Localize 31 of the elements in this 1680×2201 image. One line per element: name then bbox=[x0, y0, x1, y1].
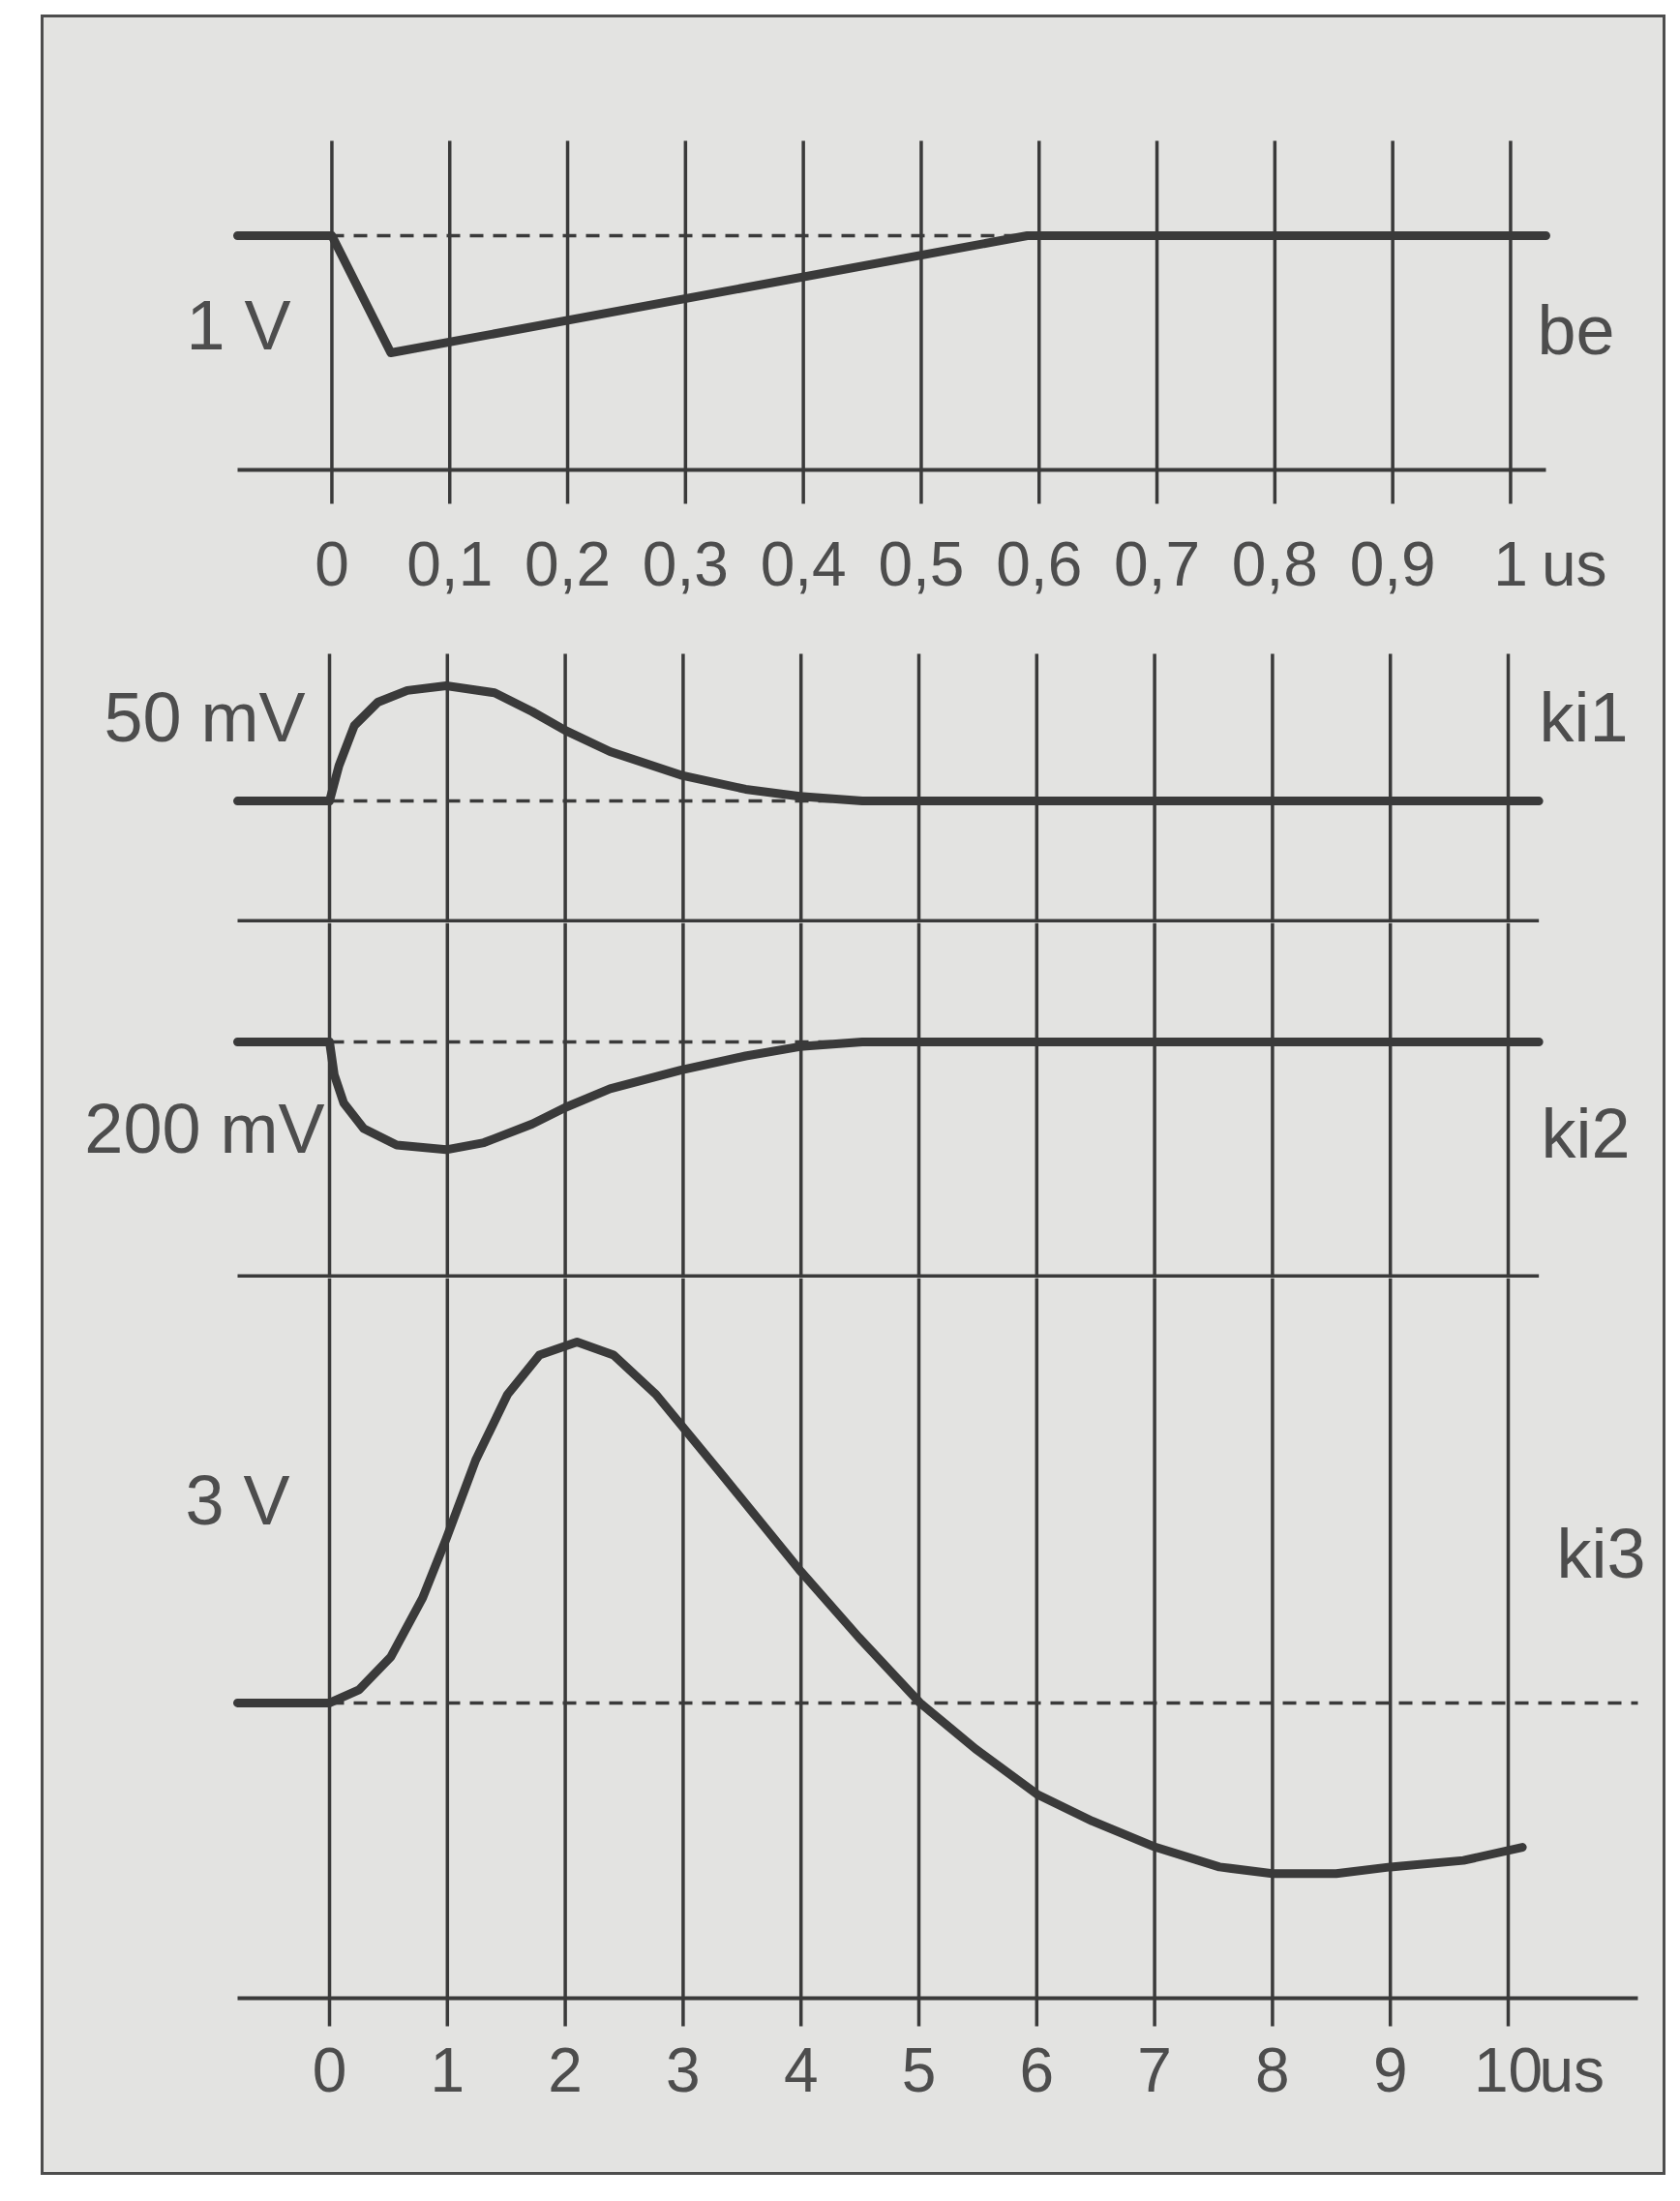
x-tick-label: 0 bbox=[315, 529, 349, 599]
x-tick-label: 3 bbox=[666, 2035, 701, 2105]
x-tick-label: 0,2 bbox=[525, 529, 612, 599]
x-tick-label: 1 bbox=[1493, 529, 1528, 599]
x-tick-label: 9 bbox=[1372, 2035, 1408, 2105]
annotation: 1 V bbox=[186, 286, 291, 364]
series-label: ki1 bbox=[1539, 678, 1629, 756]
annotation: 50 mV bbox=[104, 678, 306, 756]
x-tick-label: 5 bbox=[901, 2035, 937, 2105]
x-tick-label: 0,6 bbox=[996, 529, 1083, 599]
x-tick-label: 0 bbox=[312, 2035, 347, 2105]
x-tick-label: 0,1 bbox=[406, 529, 494, 599]
x-tick-label: 0,7 bbox=[1114, 529, 1201, 599]
annotation: 200 mV bbox=[84, 1089, 325, 1167]
x-tick-label: 4 bbox=[783, 2035, 819, 2105]
x-tick-label: 8 bbox=[1255, 2035, 1290, 2105]
series-label: ki2 bbox=[1541, 1094, 1631, 1172]
x-tick-label: 0,3 bbox=[642, 529, 729, 599]
x-tick-label: 0,5 bbox=[878, 529, 965, 599]
x-tick-label: 0,8 bbox=[1231, 529, 1318, 599]
series-label: be bbox=[1537, 290, 1615, 369]
x-tick-label: 7 bbox=[1137, 2035, 1172, 2105]
x-tick-label: 0,4 bbox=[760, 529, 847, 599]
x-axis-title: us bbox=[1541, 528, 1607, 599]
x-tick-label: 0,9 bbox=[1349, 529, 1436, 599]
x-tick-label: 6 bbox=[1019, 2035, 1055, 2105]
x-tick-label: 1 bbox=[430, 2035, 465, 2105]
text: ki3 bbox=[1556, 1514, 1646, 1592]
x-tick-label: 2 bbox=[548, 2035, 583, 2105]
x-tick-label: 10 bbox=[1473, 2035, 1544, 2105]
annotation: 3 V bbox=[185, 1461, 290, 1539]
